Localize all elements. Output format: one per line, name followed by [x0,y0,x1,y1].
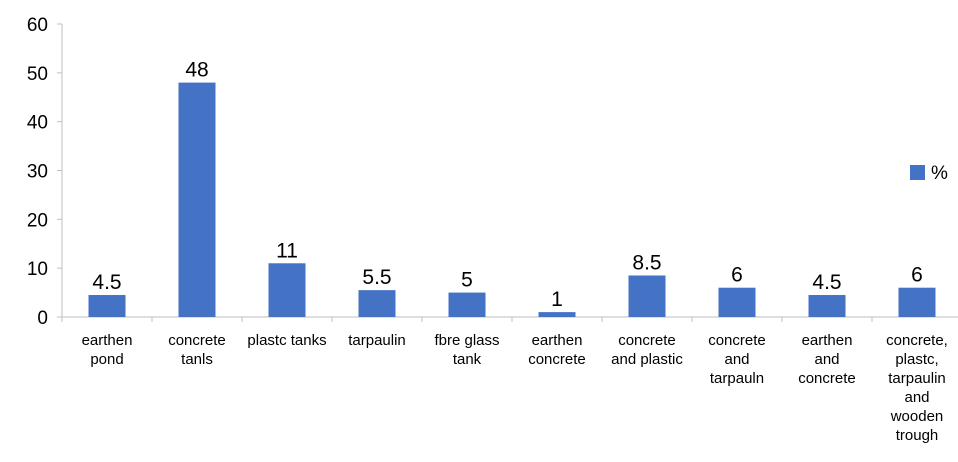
y-tick-label: 20 [27,210,48,231]
category-label-line: and [724,351,749,368]
y-tick-label: 10 [27,259,48,280]
bar [178,82,216,317]
y-tick-label: 30 [27,162,48,183]
category-label-line: earthen [82,332,133,349]
y-tick-label: 0 [37,308,48,329]
category-label: earthen pond [82,332,133,368]
category-label-line: earthen [532,332,583,349]
category-label-line: tarpaulin [888,370,946,387]
category-label-line: tarpaulin [348,332,406,349]
category-label-line: plastc tanks [247,332,326,349]
bar [448,292,486,317]
data-label: 6 [731,264,743,287]
category-label-line: pond [90,351,123,368]
category-label-line: and [904,389,929,406]
bar [808,295,846,317]
category-label: concrete, plastc, tarpaulin and wooden trough [886,332,948,444]
category-label: concrete and tarpauln [708,332,766,387]
category-label-line: and [814,351,839,368]
category-label-line: concrete [528,351,586,368]
category-label-line: concrete [798,370,856,387]
data-label: 11 [276,239,298,262]
category-label-line: earthen [802,332,853,349]
data-label: 4.5 [92,271,121,294]
data-label: 8.5 [632,251,661,274]
bar [538,312,576,317]
category-label: earthen and concrete [798,332,856,387]
category-label-line: tarpauln [710,370,764,387]
bar [358,290,396,317]
category-label: concrete tanls [168,332,226,368]
category-label: tarpaulin [348,332,406,349]
bar [718,287,756,317]
category-label: earthen concrete [528,332,586,368]
category-label: fbre glass tank [434,332,499,368]
bar [898,287,936,317]
category-label: concrete and plastic [611,332,683,368]
bar [628,275,666,317]
category-label-line: and plastic [611,351,683,368]
legend-swatch [910,165,925,180]
category-label-line: tanls [181,351,213,368]
category-label-line: concrete, [886,332,948,349]
category-label-line: fbre glass [434,332,499,349]
category-label-line: concrete [618,332,676,349]
category-label-line: concrete [168,332,226,349]
chart-legend: % [910,163,948,184]
category-label-line: tank [453,351,482,368]
category-label-line: trough [896,427,939,444]
data-label: 4.5 [812,271,841,294]
chart-category-labels: earthen pond concrete tanls plastc tanks tarp… [82,332,948,444]
data-label: 5.5 [362,266,391,289]
y-tick-label: 50 [27,64,48,85]
category-label-line: concrete [708,332,766,349]
data-label: 6 [911,264,923,287]
y-tick-label: 60 [27,15,48,36]
category-label-line: plastc, [895,351,938,368]
chart-data-labels: 4.5 48 11 5.5 5 1 8.5 6 4.5 6 [92,59,922,312]
bar [268,263,306,317]
data-label: 48 [185,59,208,82]
bar [88,295,126,317]
data-label: 5 [461,269,473,292]
data-label: 1 [551,288,563,311]
legend-label: % [931,163,948,184]
category-label: plastc tanks [247,332,326,349]
y-tick-label: 40 [27,113,48,134]
category-label-line: wooden [890,408,944,425]
chart-bars [88,82,936,317]
